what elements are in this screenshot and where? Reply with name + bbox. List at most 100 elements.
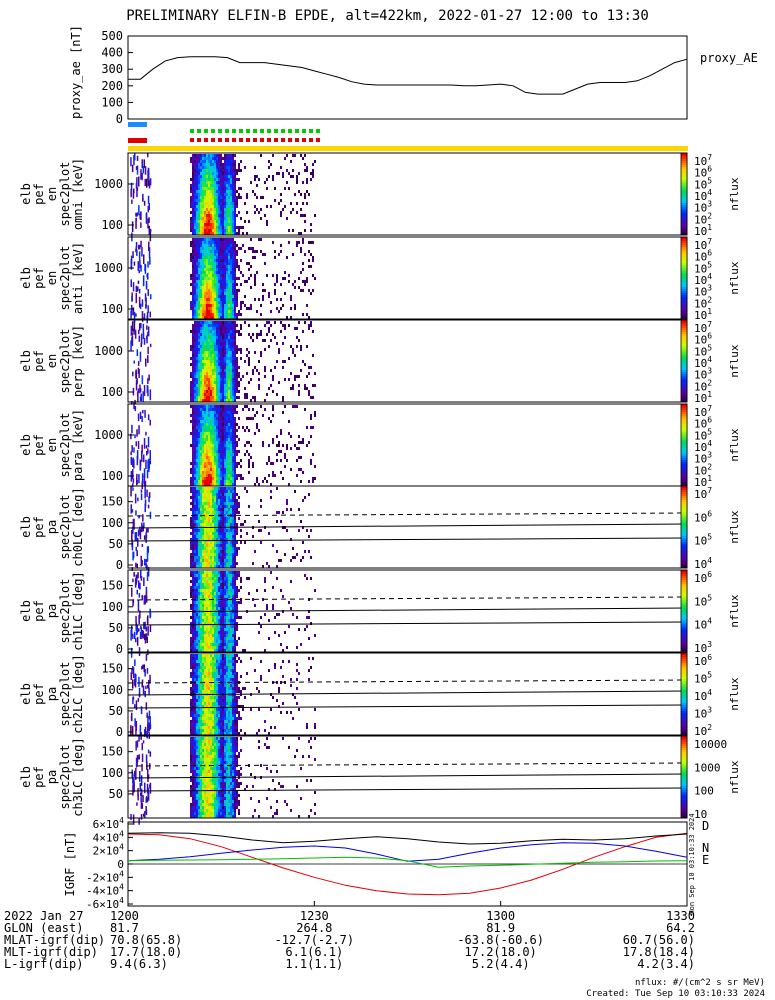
spectro-cell [196, 247, 198, 250]
colorbar-tick-label: 106 [694, 332, 712, 347]
spectro-cell [254, 550, 256, 553]
spectro-cell [226, 283, 228, 286]
colorbar-cell [681, 207, 687, 209]
colorbar-cell [681, 205, 687, 207]
colorbar-cell [681, 390, 687, 392]
spectro-cell [202, 438, 204, 441]
spectro-cell [137, 529, 140, 537]
spectro-cell [143, 338, 146, 345]
spectro-cell [192, 157, 194, 160]
spectro-cell [196, 265, 198, 268]
spectro-cell [194, 187, 196, 190]
spectro-cell [226, 307, 228, 310]
spectro-cell [258, 378, 260, 381]
spectro-cell [212, 327, 214, 330]
spectro-cell [212, 160, 214, 163]
spectro-cell [262, 441, 264, 444]
spectro-cell [146, 470, 149, 479]
spectro-cell [200, 178, 202, 181]
spectro-cell [306, 277, 308, 280]
spectro-cell [194, 313, 196, 316]
spectro-cell [204, 592, 206, 595]
spectro-cell [216, 429, 218, 432]
spectro-cell [292, 253, 294, 256]
spectro-cell [246, 280, 248, 283]
spectro-cell [224, 634, 226, 637]
colorbar-cell [681, 177, 687, 179]
spectro-cell [206, 613, 208, 616]
spectro-cell [214, 514, 216, 517]
spectro-cell [146, 385, 149, 393]
spectro-cell [218, 462, 220, 465]
spectro-cell [236, 292, 238, 295]
spectro-cell [202, 310, 204, 313]
spectro-cell [218, 307, 220, 310]
spectro-cell [132, 251, 134, 258]
spectro-cell [220, 274, 222, 277]
spectro-cell [200, 208, 202, 211]
spectro-cell [224, 450, 226, 453]
spectro-cell [198, 214, 200, 217]
spectro-cell [210, 393, 212, 396]
spectro-cell [298, 508, 300, 511]
spectro-cell [204, 574, 206, 577]
spectro-cell [190, 628, 192, 631]
spectro-cell [230, 253, 232, 256]
spectro-cell [202, 589, 204, 592]
spectro-cell [220, 480, 222, 483]
spectro-cell [244, 387, 246, 390]
spectro-cell [224, 508, 226, 511]
spectro-cell [194, 372, 196, 375]
spectro-cell [202, 523, 204, 526]
spectro-cell [141, 481, 143, 490]
spectro-cell [212, 423, 214, 426]
spectro-cell [139, 384, 141, 394]
spectro-cell [208, 496, 210, 499]
spectro-cell [282, 444, 284, 447]
spectro-cell [192, 175, 194, 178]
spectro-cell [198, 187, 200, 190]
spectro-cell [200, 562, 202, 565]
spectro-cell [222, 550, 224, 553]
spectro-cell [204, 477, 206, 480]
spectro-cell [204, 490, 206, 493]
spectro-cell [192, 333, 194, 336]
spectro-cell [202, 351, 204, 354]
spectro-cell [226, 483, 228, 486]
colorbar-cell [681, 508, 687, 510]
spectro-cell [222, 598, 224, 601]
spectro-cell [234, 508, 236, 511]
spectro-cell [190, 223, 192, 226]
spectro-cell [196, 441, 198, 444]
spectro-cell [198, 339, 200, 342]
spectro-cell [140, 625, 142, 630]
spectro-cell [190, 253, 192, 256]
spectro-cell [228, 399, 230, 402]
spectro-cell [208, 178, 210, 181]
spectro-cell [234, 438, 236, 441]
spectro-cell [234, 514, 236, 517]
spectro-cell [224, 483, 226, 486]
spectro-cell [141, 246, 143, 257]
spectro-cell [230, 333, 232, 336]
spectro-cell [210, 217, 212, 220]
spectro-cell [232, 268, 234, 271]
spectro-cell [216, 241, 218, 244]
spectro-cell [218, 351, 220, 354]
spectro-cell [280, 520, 282, 523]
spectro-cell [202, 193, 204, 196]
spectro-cell [208, 441, 210, 444]
spectro-cell [294, 307, 296, 310]
spectro-cell [139, 303, 142, 310]
spectro-cell [220, 333, 222, 336]
spectro-cell [214, 589, 216, 592]
colorbar-cell [681, 279, 687, 281]
spectro-cell [230, 163, 232, 166]
spectro-cell [190, 345, 192, 348]
spectro-cell [216, 229, 218, 232]
colorbar-cell [681, 344, 687, 346]
spectro-cell [280, 429, 282, 432]
spectro-cell [214, 435, 216, 438]
spectro-cell [204, 529, 206, 532]
spectro-cell [192, 214, 194, 217]
